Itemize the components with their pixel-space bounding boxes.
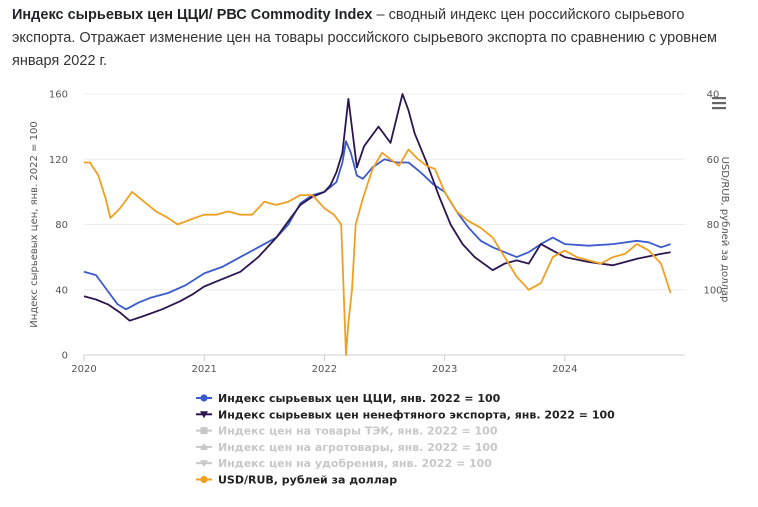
y-tick-label: 0 [62, 351, 68, 362]
axis-ticks: 0 40 80 120 160 40 60 80 100 2020 2021 2022 2023 2024… [29, 90, 730, 376]
legend[interactable]: Индекс сырьевых цен ЦЦИ, янв. 2022 = 100… [196, 392, 615, 487]
grid-lines [84, 93, 685, 356]
legend-label: Индекс сырьевых цен ЦЦИ, янв. 2022 = 100 [218, 392, 501, 405]
legend-marker [200, 427, 208, 435]
hamburger-menu-icon[interactable] [712, 97, 726, 110]
legend-label: Индекс цен на удобрения, янв. 2022 = 100 [218, 457, 492, 470]
y-right-tick-label: 60 [707, 155, 720, 166]
y-right-axis-title: USD/RUB, рублей за доллар [719, 157, 730, 303]
x-tick-label: 2022 [312, 364, 337, 375]
legend-marker [200, 394, 208, 402]
x-tick-label: 2023 [432, 364, 457, 375]
legend-item-2[interactable]: Индекс цен на товары ТЭК, янв. 2022 = 10… [196, 425, 498, 438]
legend-item-1[interactable]: Индекс сырьевых цен ненефтяного экспорта… [196, 408, 615, 421]
legend-label: USD/RUB, рублей за доллар [218, 474, 397, 487]
legend-item-5[interactable]: USD/RUB, рублей за доллар [196, 474, 397, 487]
chart-description: Индекс сырьевых цен ЦЦИ/ РВС Commodity I… [12, 4, 742, 73]
y-right-tick-label: 80 [707, 220, 720, 231]
x-tick-label: 2021 [191, 364, 216, 375]
y-tick-label: 160 [49, 90, 68, 101]
legend-label: Индекс цен на агротовары, янв. 2022 = 10… [218, 441, 498, 454]
y-tick-label: 40 [55, 285, 68, 296]
legend-marker [200, 460, 208, 468]
series-line-0 [83, 140, 671, 311]
legend-item-4[interactable]: Индекс цен на удобрения, янв. 2022 = 100 [196, 457, 492, 470]
legend-marker [200, 475, 208, 484]
legend-marker [200, 411, 208, 419]
chart-title: Индекс сырьевых цен ЦЦИ/ РВС Commodity I… [12, 7, 373, 23]
legend-marker [200, 442, 208, 450]
y-tick-label: 80 [55, 220, 68, 231]
legend-label: Индекс цен на товары ТЭК, янв. 2022 = 10… [218, 425, 498, 438]
x-tick-label: 2024 [552, 364, 577, 375]
legend-item-0[interactable]: Индекс сырьевых цен ЦЦИ, янв. 2022 = 100 [196, 392, 501, 405]
series-line-1 [83, 93, 671, 322]
series-line-5 [84, 148, 672, 356]
y-tick-label: 120 [49, 155, 68, 166]
x-tick-label: 2020 [71, 364, 96, 375]
series-lines [83, 93, 672, 356]
y-axis-title: Индекс сырьевых цен, янв. 2022 = 100 [29, 121, 40, 327]
legend-label: Индекс сырьевых цен ненефтяного экспорта… [218, 408, 615, 421]
chart-description-text: – сводный индекс цен российского сырьево… [12, 7, 718, 69]
y-right-tick-label: 100 [703, 285, 722, 296]
y-right-tick-label: 40 [707, 90, 720, 101]
legend-item-3[interactable]: Индекс цен на агротовары, янв. 2022 = 10… [196, 441, 498, 454]
